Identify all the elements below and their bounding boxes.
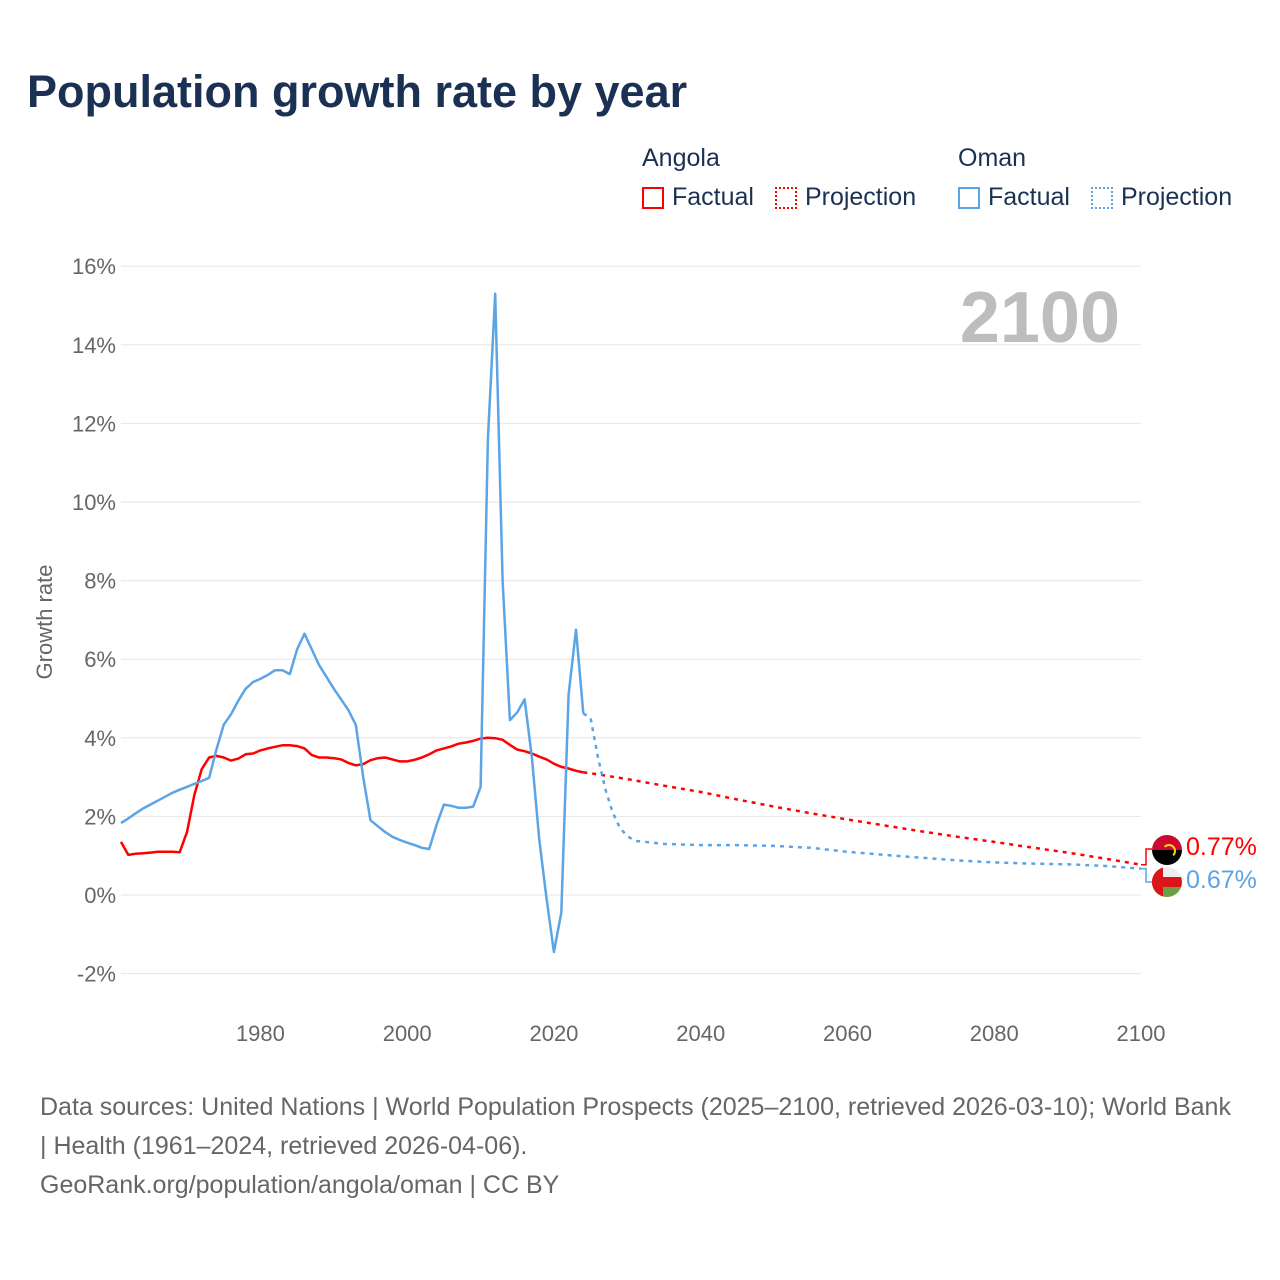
legend-label: Projection <box>1120 183 1233 211</box>
end-label-angola: 0.77% <box>1186 833 1257 861</box>
year-watermark: 2100 <box>960 278 1120 358</box>
series-line-angola-projection <box>583 771 1142 866</box>
y-tick-label: 2% <box>84 804 116 829</box>
legend-angola-projection[interactable]: Projection <box>774 183 917 212</box>
legend-label: Factual <box>672 183 754 211</box>
legend-oman-projection[interactable]: Projection <box>1090 183 1233 212</box>
legend-swatch-dotted <box>774 186 797 209</box>
legend-swatch-solid <box>958 186 980 209</box>
y-tick-label: 0% <box>84 883 116 908</box>
end-connector-oman <box>1141 867 1152 883</box>
credit-link[interactable]: GeoRank.org/population/angola/oman | CC … <box>40 1171 560 1199</box>
end-connector-angola <box>1141 848 1152 866</box>
chart-title: Population growth rate by year <box>27 66 688 117</box>
y-tick-label: 12% <box>72 411 116 436</box>
y-tick-label: 8% <box>84 569 116 594</box>
legend-angola-factual[interactable]: Factual <box>642 183 754 212</box>
x-tick-label: 2060 <box>823 1021 872 1046</box>
legend-oman: Oman Factual Projection <box>958 144 1246 216</box>
y-tick-label: 6% <box>84 647 116 672</box>
legend-oman-factual[interactable]: Factual <box>958 183 1070 212</box>
legend-group-name: Angola <box>642 144 720 172</box>
legend-group-name: Oman <box>958 144 1027 172</box>
footer: Data sources: United Nations | World Pop… <box>40 1088 1240 1205</box>
x-tick-label: 2040 <box>676 1021 725 1046</box>
y-tick-label: 16% <box>72 254 116 279</box>
x-tick-label: 2020 <box>529 1021 578 1046</box>
y-tick-label: 10% <box>72 490 116 515</box>
legend-swatch-dotted <box>1090 186 1113 209</box>
oman-flag-icon <box>1152 867 1182 897</box>
series-line-oman-factual <box>120 292 585 954</box>
series-line-angola-factual <box>119 736 584 857</box>
legend-label: Factual <box>988 183 1070 211</box>
legend-angola: Angola Factual Projection <box>642 144 930 216</box>
end-label-oman: 0.67% <box>1186 866 1257 894</box>
x-tick-label: 2000 <box>383 1021 432 1046</box>
y-tick-label: 14% <box>72 333 116 358</box>
x-tick-label: 1980 <box>236 1021 285 1046</box>
angola-flag-icon <box>1152 835 1182 865</box>
data-sources: Data sources: United Nations | World Pop… <box>40 1093 1231 1160</box>
y-tick-label: 4% <box>84 726 116 751</box>
x-tick-label: 2100 <box>1117 1021 1166 1046</box>
y-tick-label: -2% <box>77 962 116 987</box>
legend-label: Projection <box>804 183 917 211</box>
series-line-oman-projection <box>582 712 1142 870</box>
y-axis-label: Growth rate <box>32 565 57 680</box>
x-tick-label: 2080 <box>970 1021 1019 1046</box>
legend-swatch-solid <box>642 186 664 209</box>
